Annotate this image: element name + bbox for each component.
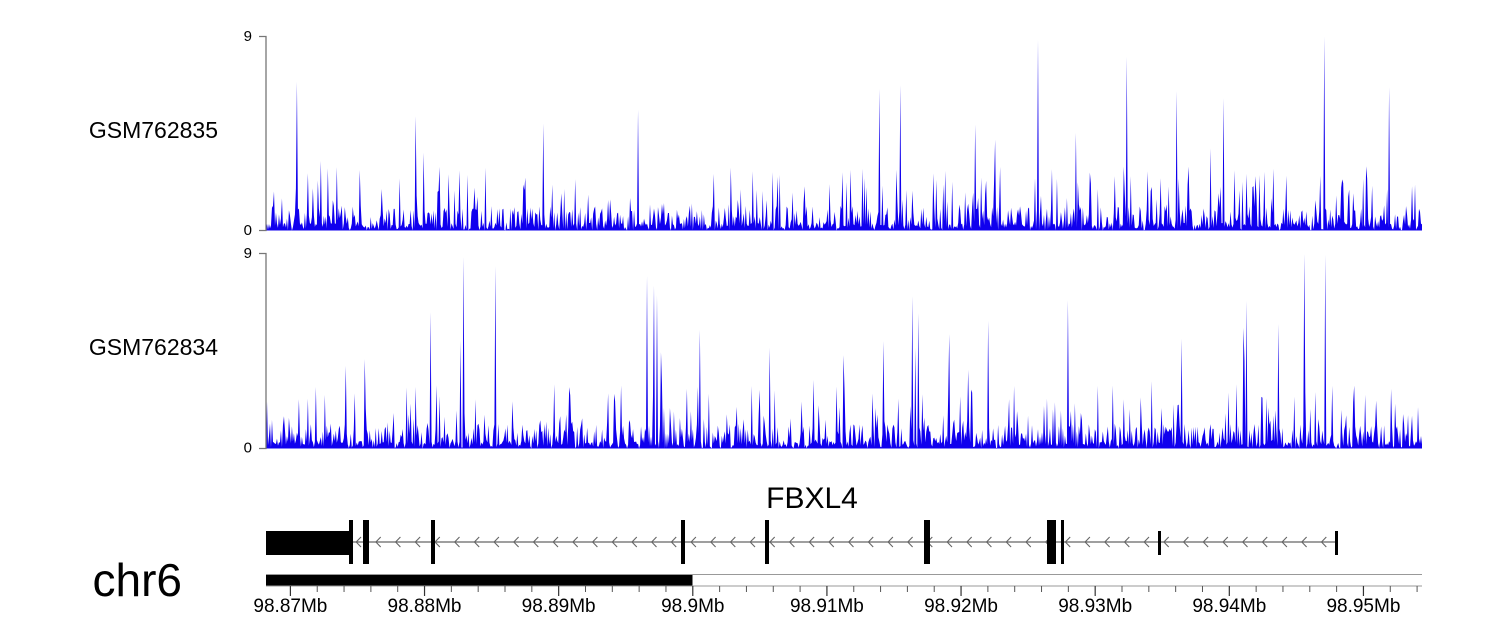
svg-text:0: 0 — [244, 440, 252, 457]
svg-text:98.91Mb: 98.91Mb — [790, 596, 864, 617]
svg-text:98.87Mb: 98.87Mb — [253, 596, 327, 617]
svg-text:chr6: chr6 — [93, 554, 182, 606]
svg-text:9: 9 — [244, 245, 252, 262]
svg-text:98.95Mb: 98.95Mb — [1326, 596, 1400, 617]
svg-text:98.9Mb: 98.9Mb — [661, 596, 724, 617]
svg-text:98.94Mb: 98.94Mb — [1192, 596, 1266, 617]
svg-text:FBXL4: FBXL4 — [766, 482, 858, 515]
svg-text:GSM762835: GSM762835 — [89, 117, 218, 143]
svg-text:98.89Mb: 98.89Mb — [522, 596, 596, 617]
svg-text:9: 9 — [244, 28, 252, 45]
svg-text:98.92Mb: 98.92Mb — [924, 596, 998, 617]
svg-text:GSM762834: GSM762834 — [89, 334, 218, 360]
svg-text:0: 0 — [244, 222, 252, 239]
svg-text:98.93Mb: 98.93Mb — [1058, 596, 1132, 617]
svg-text:98.88Mb: 98.88Mb — [388, 596, 462, 617]
